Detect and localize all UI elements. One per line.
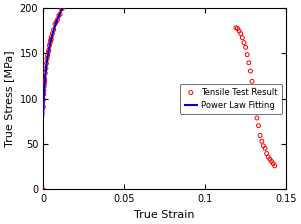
- Power Law Fitting: [64, 0, 68, 2]
- Tensile Test Result: [56, 14, 61, 18]
- Tensile Test Result: [251, 88, 256, 91]
- Tensile Test Result: [237, 29, 241, 33]
- Tensile Test Result: [50, 32, 55, 35]
- Tensile Test Result: [43, 71, 48, 75]
- Tensile Test Result: [42, 89, 46, 93]
- Tensile Test Result: [268, 157, 272, 161]
- Tensile Test Result: [59, 7, 64, 11]
- Tensile Test Result: [49, 38, 54, 41]
- Tensile Test Result: [43, 67, 48, 70]
- Tensile Test Result: [245, 53, 250, 56]
- Tensile Test Result: [49, 35, 54, 39]
- Tensile Test Result: [45, 54, 50, 57]
- Tensile Test Result: [60, 6, 65, 10]
- Tensile Test Result: [42, 80, 47, 83]
- Tensile Test Result: [272, 164, 277, 168]
- Tensile Test Result: [46, 48, 51, 52]
- Tensile Test Result: [42, 78, 47, 81]
- Tensile Test Result: [44, 62, 49, 65]
- Tensile Test Result: [53, 22, 57, 26]
- Y-axis label: True Stress [MPa]: True Stress [MPa]: [4, 50, 14, 147]
- Tensile Test Result: [42, 81, 47, 85]
- Tensile Test Result: [48, 39, 53, 42]
- Tensile Test Result: [234, 26, 238, 30]
- Tensile Test Result: [47, 44, 52, 47]
- Tensile Test Result: [41, 188, 45, 191]
- Tensile Test Result: [262, 146, 267, 150]
- Tensile Test Result: [51, 28, 56, 32]
- Tensile Test Result: [243, 45, 248, 49]
- Tensile Test Result: [264, 152, 269, 155]
- Tensile Test Result: [60, 6, 65, 9]
- Tensile Test Result: [41, 98, 46, 101]
- Tensile Test Result: [46, 50, 51, 54]
- Tensile Test Result: [41, 105, 46, 108]
- Tensile Test Result: [259, 140, 264, 143]
- Tensile Test Result: [250, 80, 254, 83]
- Tensile Test Result: [253, 101, 258, 105]
- Line: Power Law Fitting: Power Law Fitting: [43, 0, 234, 116]
- Tensile Test Result: [261, 144, 266, 148]
- Tensile Test Result: [42, 85, 47, 88]
- Tensile Test Result: [238, 32, 243, 35]
- Tensile Test Result: [266, 155, 271, 159]
- Tensile Test Result: [54, 20, 59, 24]
- X-axis label: True Strain: True Strain: [134, 210, 195, 220]
- Tensile Test Result: [45, 57, 49, 60]
- Tensile Test Result: [48, 41, 52, 45]
- Power Law Fitting: [42, 114, 45, 117]
- Tensile Test Result: [235, 27, 240, 30]
- Tensile Test Result: [269, 160, 274, 163]
- Tensile Test Result: [248, 69, 253, 73]
- Legend: Tensile Test Result, Power Law Fitting: Tensile Test Result, Power Law Fitting: [180, 84, 282, 114]
- Tensile Test Result: [240, 36, 245, 39]
- Tensile Test Result: [258, 134, 262, 137]
- Tensile Test Result: [63, 0, 68, 3]
- Tensile Test Result: [255, 116, 259, 120]
- Tensile Test Result: [55, 18, 60, 22]
- Tensile Test Result: [247, 61, 251, 65]
- Tensile Test Result: [256, 124, 261, 127]
- Tensile Test Result: [271, 162, 275, 165]
- Tensile Test Result: [57, 13, 62, 16]
- Tensile Test Result: [41, 93, 46, 96]
- Tensile Test Result: [242, 41, 247, 44]
